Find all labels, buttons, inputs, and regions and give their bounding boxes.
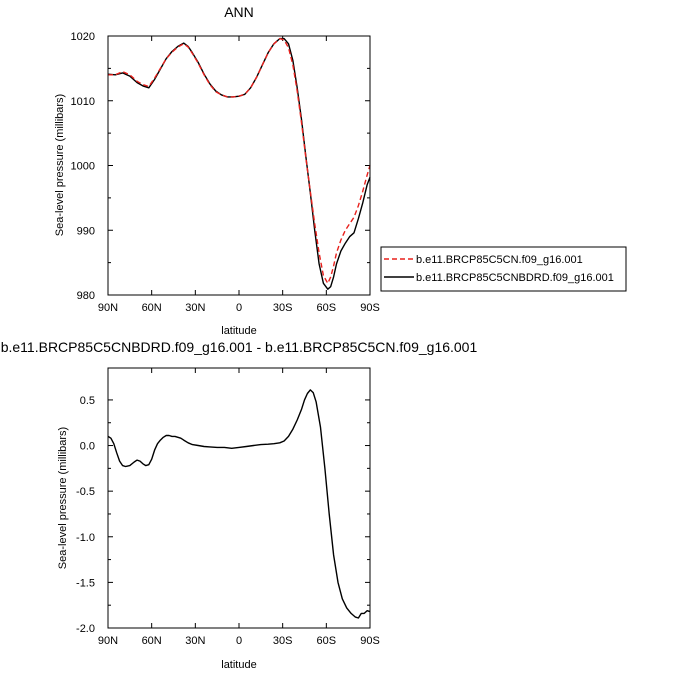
top-series-line-2 <box>108 37 371 284</box>
bottom-y-tick-label: -2.0 <box>76 623 95 635</box>
top-y-tick-label: 1020 <box>71 31 95 43</box>
top-series-lines <box>107 37 371 290</box>
bottom-y-tick-labels: -2.0 -1.5 -1.0 -0.5 0.0 0.5 <box>76 395 95 635</box>
bottom-x-axis-label: latitude <box>221 659 256 671</box>
bottom-chart-title: b.e11.BRCP85C5CNBDRD.f09_g16.001 - b.e11… <box>1 339 478 355</box>
top-series-line-1 <box>107 37 371 290</box>
top-plot-frame <box>107 35 371 296</box>
legend-box <box>380 246 627 292</box>
top-x-tick-label: 30S <box>273 302 293 314</box>
bottom-x-tick-labels: 90N 60N 30N 0 30S 60S 90S <box>98 635 380 647</box>
top-x-tick-labels: 90N 60N 30N 0 30S 60S 90S <box>98 302 380 314</box>
bottom-x-tick-label: 90N <box>98 635 118 647</box>
bottom-x-tick-label: 30S <box>273 635 293 647</box>
bottom-plot-frame <box>107 367 371 629</box>
bottom-y-tick-label: 0.0 <box>80 441 95 453</box>
legend-label-series-2: b.e11.BRCP85C5CNBDRD.f09_g16.001 <box>416 272 614 284</box>
top-x-tick-label: 0 <box>236 302 242 314</box>
top-y-tick-labels: 980 990 1000 1010 1020 <box>71 31 95 302</box>
bottom-panel: b.e11.BRCP85C5CNBDRD.f09_g16.001 - b.e11… <box>1 339 478 671</box>
bottom-x-tick-label: 30N <box>185 635 205 647</box>
top-x-axis-label: latitude <box>221 325 256 337</box>
top-x-tick-label: 90S <box>360 302 380 314</box>
bottom-x-tick-label: 60N <box>142 635 162 647</box>
legend-label-series-1: b.e11.BRCP85C5CN.f09_g16.001 <box>416 254 583 266</box>
bottom-series-lines <box>107 389 371 619</box>
bottom-x-tick-label: 90S <box>360 635 380 647</box>
bottom-y-tick-label: -0.5 <box>76 486 95 498</box>
bottom-y-tick-label: 0.5 <box>80 395 95 407</box>
bottom-series-line-1 <box>107 389 371 619</box>
top-x-tick-label: 30N <box>185 302 205 314</box>
bottom-y-tick-label: -1.5 <box>76 577 95 589</box>
bottom-axis-ticks <box>107 368 371 629</box>
top-x-tick-label: 60N <box>142 302 162 314</box>
top-chart-title: ANN <box>224 4 254 20</box>
bottom-y-axis-label: Sea-level pressure (millibars) <box>57 427 69 569</box>
bottom-x-tick-label: 60S <box>317 635 337 647</box>
top-panel: ANN 90N 60N 30N 0 30S 60S 90S 980 990 1000 1010 10… <box>54 4 380 337</box>
top-y-tick-label: 1010 <box>71 96 95 108</box>
top-y-tick-label: 990 <box>77 225 95 237</box>
bottom-y-tick-label: -1.0 <box>76 532 95 544</box>
top-x-tick-label: 90N <box>98 302 118 314</box>
top-y-tick-label: 1000 <box>71 161 95 173</box>
legend: b.e11.BRCP85C5CN.f09_g16.001 b.e11.BRCP8… <box>380 246 627 292</box>
bottom-x-tick-label: 0 <box>236 635 242 647</box>
top-y-axis-label: Sea-level pressure (millibars) <box>54 94 66 236</box>
top-x-tick-label: 60S <box>317 302 337 314</box>
top-axis-ticks <box>107 35 371 296</box>
top-y-tick-label: 980 <box>77 290 95 302</box>
